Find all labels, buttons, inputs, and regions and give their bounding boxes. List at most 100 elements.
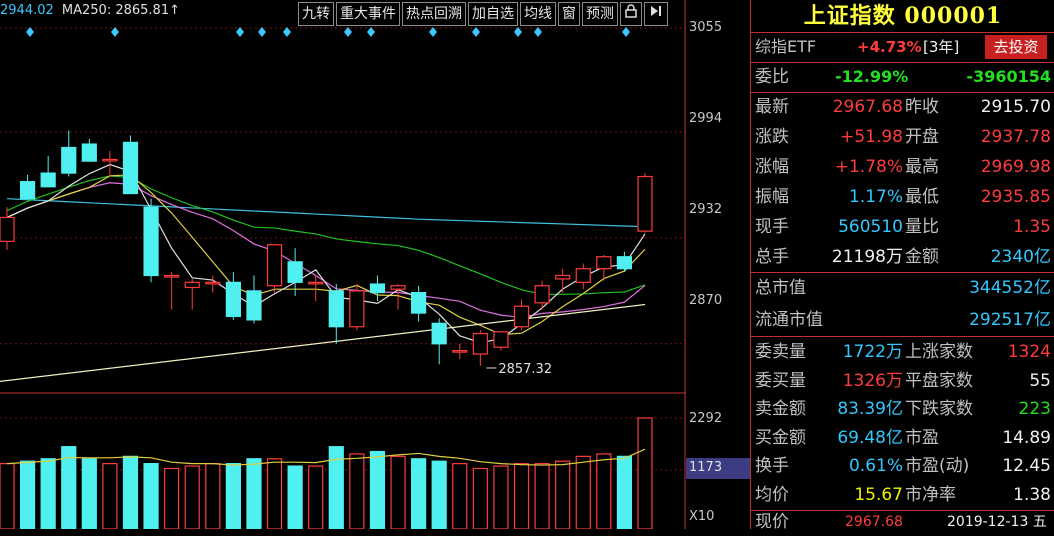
stat-value: 1722万 (842, 342, 903, 362)
volume-bar (81, 458, 97, 529)
volume-bar (122, 455, 139, 529)
candle-body (369, 283, 386, 294)
candle-body (411, 291, 427, 314)
quote-label: 开盘 (905, 127, 939, 147)
axis-tick-label: 2870 (689, 293, 723, 308)
event-marker-icon (26, 27, 34, 37)
volume-bar (308, 465, 324, 529)
stat-label: 平盘家数 (905, 370, 973, 391)
current-volume-marker (686, 458, 750, 479)
volume-bar (369, 450, 386, 529)
candle-body (287, 261, 303, 283)
axis-tick-label: 2994 (689, 111, 723, 126)
etf-label: 综指ETF (755, 37, 817, 56)
stat-label: 市净率 (905, 484, 956, 505)
stat-value: 0.61% (848, 456, 903, 476)
hotspot-review-button[interactable]: 热点回溯 (402, 2, 466, 26)
stat-label: 委买量 (755, 370, 806, 391)
total-mktcap-label: 总市值 (755, 278, 806, 298)
candle-body (616, 256, 633, 270)
divider (751, 510, 1054, 511)
stat-value: 12.45 (1002, 456, 1051, 476)
invest-button[interactable]: 去投资 (985, 35, 1047, 59)
volume-bar (40, 458, 56, 529)
stat-row: 委卖量 1722万 上涨家数 1324 (751, 337, 1054, 367)
moving-average-button[interactable]: 均线 (520, 2, 556, 26)
stat-label: 均价 (755, 484, 789, 505)
footer-date: 2019-12-13 五 (947, 514, 1047, 530)
etf-row: 综指ETF +4.73% [3年] 去投资 (751, 32, 1054, 62)
ma250-line (0, 303, 646, 382)
candle-body (575, 268, 591, 283)
footer-price: 2967.68 (845, 514, 903, 530)
ma20-line (6, 175, 646, 295)
stat-value: 15.67 (854, 484, 903, 505)
quote-value: 2969.98 (980, 157, 1051, 177)
quote-row: 涨跌 +51.98 开盘 2937.78 (751, 122, 1054, 152)
stat-row: 换手 0.61% 市盈(动) 12.45 (751, 451, 1054, 481)
candle-body (472, 332, 488, 355)
footer-row: 现价 2967.68 2019-12-13 五 (751, 508, 1054, 532)
stat-value: 1326万 (842, 370, 903, 391)
candle-body (328, 290, 344, 328)
quote-label: 现手 (755, 217, 789, 237)
float-mktcap-label: 流通市值 (755, 310, 823, 330)
quote-label: 最低 (905, 187, 939, 207)
quote-row: 最新 2967.68 昨收 2915.70 (751, 92, 1054, 122)
event-marker-icon (344, 27, 352, 37)
quote-label: 最高 (905, 157, 939, 177)
collapse-right-icon[interactable] (644, 2, 668, 26)
volume-bar (534, 463, 550, 529)
quote-label: 涨幅 (755, 157, 789, 177)
quote-row: 振幅 1.17% 最低 2935.85 (751, 182, 1054, 212)
quote-value: 2915.70 (980, 97, 1051, 117)
ma250-value: MA250: 2865.81↑ (61, 3, 180, 18)
quote-label: 最新 (755, 97, 789, 117)
volume-bar (102, 463, 118, 529)
candle-body (246, 290, 262, 321)
window-button[interactable]: 窗 (558, 2, 580, 26)
quote-row: 现手 560510 量比 1.35 (751, 212, 1054, 242)
quote-value: 1.35 (1013, 217, 1051, 237)
volume-unit-label: X10 (689, 509, 715, 524)
quote-panel: 上证指数 000001 综指ETF +4.73% [3年] 去投资 委比 -12… (750, 0, 1054, 532)
quote-label: 量比 (905, 217, 939, 237)
volume-bar (575, 455, 591, 529)
stat-label: 换手 (755, 456, 789, 476)
stat-row: 卖金额 83.39亿 下跌家数 223 (751, 394, 1054, 424)
axis-tick-label: 3055 (689, 20, 723, 35)
volume-ma-line (6, 448, 646, 466)
candle-body (81, 143, 97, 162)
weibi-row: 委比 -12.99% -3960154 (751, 62, 1054, 92)
candle-body (143, 206, 159, 277)
event-marker-icon (429, 27, 437, 37)
quote-value: +1.78% (834, 157, 903, 177)
add-watchlist-button[interactable]: 加自选 (468, 2, 518, 26)
event-marker-icon (514, 27, 522, 37)
volume-bar (555, 460, 571, 529)
candle-body (225, 281, 241, 318)
quote-row: 涨幅 +1.78% 最高 2969.98 (751, 152, 1054, 182)
quote-value: 2967.68 (832, 97, 903, 117)
forecast-button[interactable]: 预测 (582, 2, 618, 26)
kline-canvas[interactable]: 2857.32 (0, 0, 686, 529)
event-marker-icon (258, 27, 266, 37)
stat-label: 买金额 (755, 427, 806, 448)
major-events-button[interactable]: 重大事件 (336, 2, 400, 26)
kline-chart[interactable]: 2857.32 2944.02 MA250: 2865.81↑ 九转 重大事件 … (0, 0, 686, 529)
candle-body (19, 181, 36, 200)
quote-label: 涨跌 (755, 127, 789, 147)
stat-value: 1.38 (1013, 484, 1051, 505)
volume-bar (493, 465, 509, 529)
stat-row: 委买量 1326万 平盘家数 55 (751, 366, 1054, 396)
lock-icon[interactable] (620, 2, 642, 26)
jiuzhuan-button[interactable]: 九转 (298, 2, 334, 26)
volume-bar (205, 463, 221, 529)
ma5-line (6, 174, 646, 336)
stat-label: 下跌家数 (905, 399, 973, 419)
volume-bar (164, 467, 180, 529)
volume-bar (596, 453, 612, 529)
candle-body (493, 331, 509, 348)
total-mktcap-value: 344552亿 (969, 278, 1051, 298)
volume-bar (637, 417, 653, 529)
